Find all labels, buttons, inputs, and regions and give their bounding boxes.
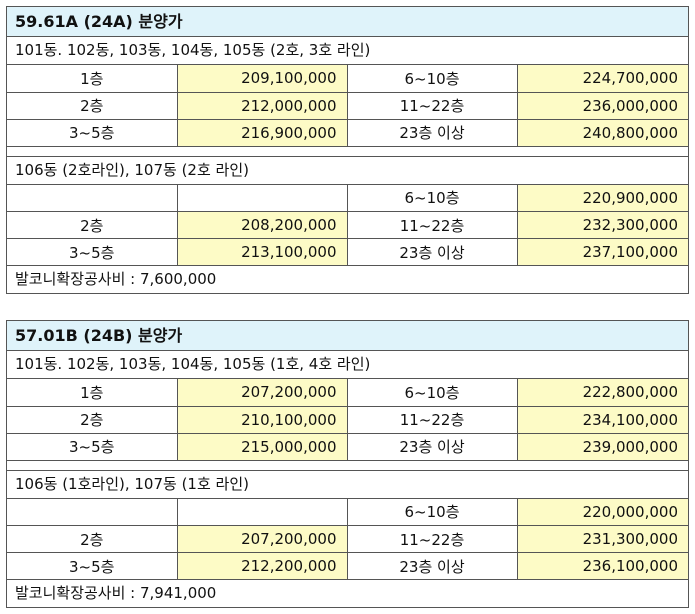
floor-label: 11~22층 bbox=[347, 211, 518, 239]
empty-cell bbox=[7, 184, 178, 212]
group-separator bbox=[7, 461, 688, 471]
table-row: 3~5층 212,200,000 23층 이상 236,100,000 bbox=[7, 552, 688, 580]
group-separator bbox=[7, 147, 688, 157]
floor-label: 23층 이상 bbox=[347, 433, 518, 461]
floor-label: 2층 bbox=[7, 525, 178, 553]
floor-label: 2층 bbox=[7, 406, 178, 434]
price-value: 239,000,000 bbox=[517, 433, 688, 461]
price-value: 231,300,000 bbox=[517, 525, 688, 553]
panel-title: 59.61A (24A) 분양가 bbox=[7, 7, 688, 37]
price-panel-59a: 59.61A (24A) 분양가 101동. 102동, 103동, 104동,… bbox=[6, 6, 689, 294]
price-value: 234,100,000 bbox=[517, 406, 688, 434]
floor-label: 3~5층 bbox=[7, 119, 178, 147]
floor-label: 6~10층 bbox=[347, 498, 518, 526]
floor-label: 2층 bbox=[7, 92, 178, 120]
table-row: 2층 212,000,000 11~22층 236,000,000 bbox=[7, 92, 688, 120]
floor-label: 1층 bbox=[7, 379, 178, 407]
price-value: 224,700,000 bbox=[517, 65, 688, 93]
price-value: 220,000,000 bbox=[517, 498, 688, 526]
group-heading: 101동. 102동, 103동, 104동, 105동 (2호, 3호 라인) bbox=[7, 37, 688, 65]
balcony-cost-note: 발코니확장공사비 : 7,600,000 bbox=[15, 270, 217, 288]
empty-cell bbox=[177, 498, 348, 526]
floor-label: 23층 이상 bbox=[347, 552, 518, 580]
group-heading: 106동 (2호라인), 107동 (2호 라인) bbox=[7, 157, 688, 185]
floor-label: 3~5층 bbox=[7, 433, 178, 461]
empty-cell bbox=[7, 498, 178, 526]
price-value: 237,100,000 bbox=[517, 238, 688, 266]
table-row: 2층 210,100,000 11~22층 234,100,000 bbox=[7, 406, 688, 434]
price-value: 212,000,000 bbox=[177, 92, 348, 120]
floor-label: 11~22층 bbox=[347, 525, 518, 553]
group-heading: 101동. 102동, 103동, 104동, 105동 (1호, 4호 라인) bbox=[7, 351, 688, 379]
empty-cell bbox=[177, 184, 348, 212]
price-table: 1층 207,200,000 6~10층 222,800,000 2층 210,… bbox=[7, 379, 688, 461]
table-row: 3~5층 216,900,000 23층 이상 240,800,000 bbox=[7, 119, 688, 147]
floor-label: 23층 이상 bbox=[347, 119, 518, 147]
table-row: 6~10층 220,900,000 bbox=[7, 184, 688, 212]
price-value: 207,200,000 bbox=[177, 379, 348, 407]
floor-label: 3~5층 bbox=[7, 552, 178, 580]
price-value: 216,900,000 bbox=[177, 119, 348, 147]
floor-label: 23층 이상 bbox=[347, 238, 518, 266]
floor-label: 3~5층 bbox=[7, 238, 178, 266]
table-row: 6~10층 220,000,000 bbox=[7, 498, 688, 526]
floor-label: 11~22층 bbox=[347, 406, 518, 434]
floor-label: 6~10층 bbox=[347, 379, 518, 407]
table-row: 3~5층 215,000,000 23층 이상 239,000,000 bbox=[7, 433, 688, 461]
price-value: 208,200,000 bbox=[177, 211, 348, 239]
price-value: 236,000,000 bbox=[517, 92, 688, 120]
group-heading: 106동 (1호라인), 107동 (1호 라인) bbox=[7, 471, 688, 499]
price-value: 236,100,000 bbox=[517, 552, 688, 580]
floor-label: 6~10층 bbox=[347, 65, 518, 93]
floor-label: 1층 bbox=[7, 65, 178, 93]
price-table: 1층 209,100,000 6~10층 224,700,000 2층 212,… bbox=[7, 65, 688, 147]
price-value: 232,300,000 bbox=[517, 211, 688, 239]
price-value: 240,800,000 bbox=[517, 119, 688, 147]
price-value: 212,200,000 bbox=[177, 552, 348, 580]
table-row: 2층 207,200,000 11~22층 231,300,000 bbox=[7, 525, 688, 553]
price-value: 220,900,000 bbox=[517, 184, 688, 212]
table-row: 3~5층 213,100,000 23층 이상 237,100,000 bbox=[7, 238, 688, 266]
table-row: 1층 209,100,000 6~10층 224,700,000 bbox=[7, 65, 688, 93]
price-value: 207,200,000 bbox=[177, 525, 348, 553]
price-table: 6~10층 220,900,000 2층 208,200,000 11~22층 … bbox=[7, 184, 688, 266]
price-value: 213,100,000 bbox=[177, 238, 348, 266]
table-row: 1층 207,200,000 6~10층 222,800,000 bbox=[7, 379, 688, 407]
balcony-cost-note: 발코니확장공사비 : 7,941,000 bbox=[15, 584, 217, 602]
floor-label: 11~22층 bbox=[347, 92, 518, 120]
price-value: 209,100,000 bbox=[177, 65, 348, 93]
table-row: 2층 208,200,000 11~22층 232,300,000 bbox=[7, 211, 688, 239]
price-table: 6~10층 220,000,000 2층 207,200,000 11~22층 … bbox=[7, 498, 688, 580]
price-value: 222,800,000 bbox=[517, 379, 688, 407]
panel-title: 57.01B (24B) 분양가 bbox=[7, 321, 688, 351]
price-value: 215,000,000 bbox=[177, 433, 348, 461]
floor-label: 6~10층 bbox=[347, 184, 518, 212]
price-panel-57b: 57.01B (24B) 분양가 101동. 102동, 103동, 104동,… bbox=[6, 320, 689, 608]
floor-label: 2층 bbox=[7, 211, 178, 239]
price-value: 210,100,000 bbox=[177, 406, 348, 434]
